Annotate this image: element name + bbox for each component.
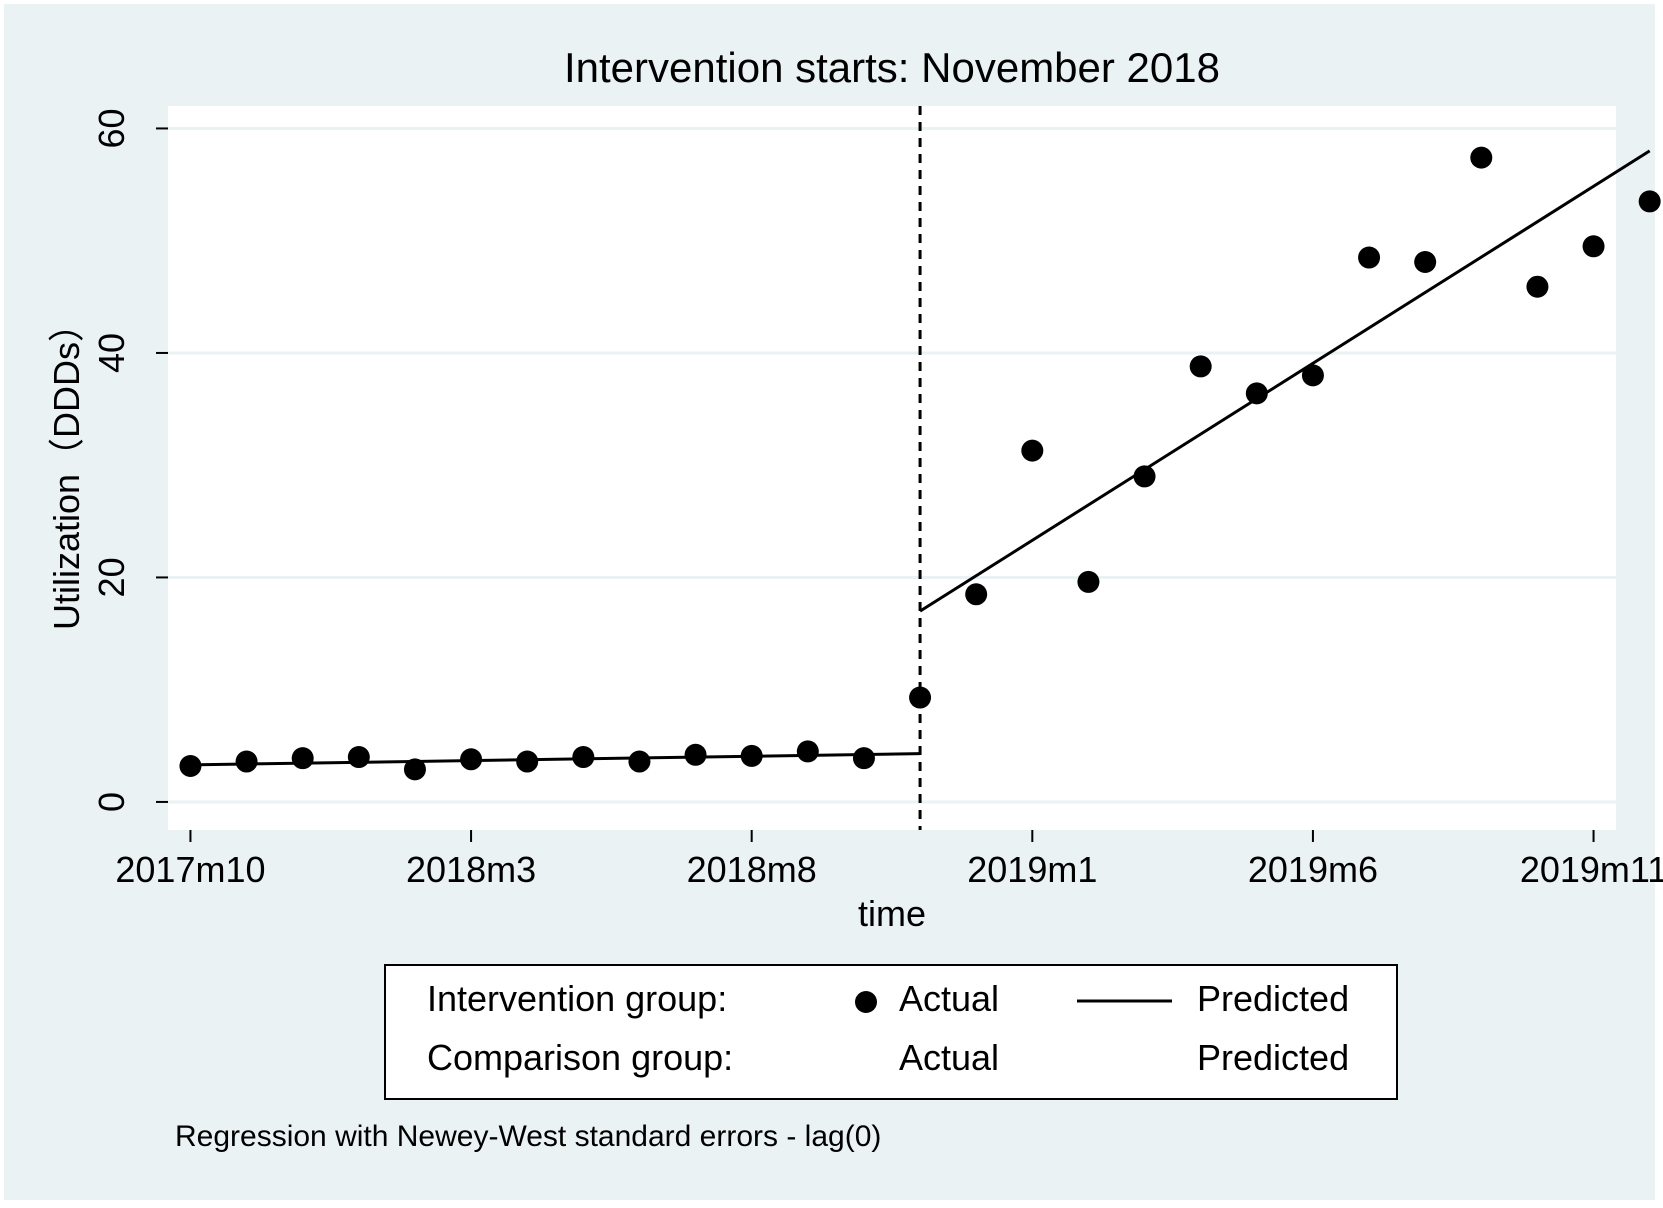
legend-predicted-label: Predicted [1197,978,1349,1019]
legend-box [384,964,1398,1100]
actual-point [965,583,988,606]
actual-point [179,755,202,778]
x-tick-label: 2019m1 [967,849,1097,890]
actual-point [572,746,595,769]
chart-title: Intervention starts: November 2018 [564,44,1220,91]
legend-group-intervention: Intervention group: [427,978,727,1019]
actual-point [1582,235,1605,258]
actual-point [684,743,707,766]
y-tick-label: 20 [91,557,132,597]
x-tick-label: 2018m8 [687,849,817,890]
x-tick-label: 2017m10 [115,849,265,890]
legend: Intervention group: Actual Predicted Com… [384,964,1398,1100]
actual-point [1301,364,1324,387]
actual-point [347,746,370,769]
actual-point [1470,146,1493,169]
actual-point [1526,275,1549,298]
actual-point [1245,382,1268,405]
x-tick-label: 2019m11 [1520,849,1663,890]
actual-point [403,758,426,781]
x-tick-label: 2018m3 [406,849,536,890]
legend-actual-marker [855,991,877,1013]
actual-point [516,750,539,773]
actual-point [796,740,819,763]
y-axis: 0 20 40 60 [91,108,168,812]
regression-note: Regression with Newey-West standard erro… [175,1120,881,1153]
legend-comparison-predicted-label: Predicted [1197,1037,1349,1078]
actual-point [291,747,314,770]
actual-point [1358,246,1381,269]
y-tick-label: 0 [91,792,132,812]
actual-point [235,750,258,773]
actual-series [179,146,1661,781]
actual-point [1189,355,1212,378]
actual-point [628,750,651,773]
plot-area [168,106,1616,830]
x-axis-title: time [858,893,926,934]
x-tick-label: 2019m6 [1248,849,1378,890]
actual-point [1133,465,1156,488]
actual-point [1077,570,1100,593]
x-axis: 2017m10 2018m3 2018m8 2019m1 2019m6 2019m11 [115,830,1663,890]
actual-point [740,744,763,767]
actual-point [852,747,875,770]
gridlines [168,126,1616,804]
predicted-line-segment [919,149,1651,613]
actual-point [1021,439,1044,462]
y-tick-label: 60 [91,108,132,148]
y-axis-title: Utilization（DDDs） [46,306,87,630]
y-tick-label: 40 [91,333,132,373]
actual-point [1414,251,1437,274]
actual-point [1638,190,1661,213]
actual-point [460,748,483,771]
actual-point [909,686,932,709]
legend-actual-label: Actual [899,978,999,1019]
legend-group-comparison: Comparison group: [427,1037,733,1078]
legend-comparison-actual-label: Actual [899,1037,999,1078]
